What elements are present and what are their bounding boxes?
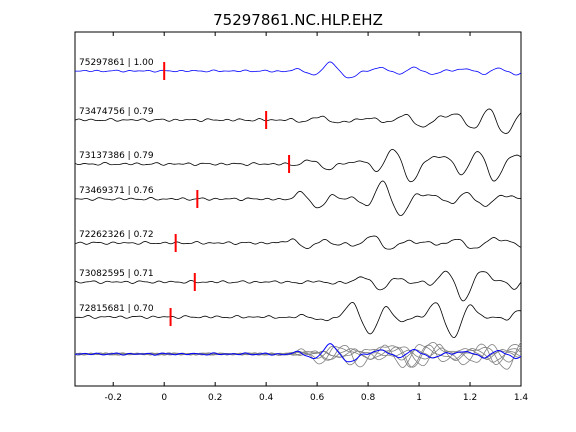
- x-tick-label: 1.2: [463, 393, 477, 403]
- trace-waveform: [74, 108, 522, 134]
- stack-trace-gray: [74, 344, 522, 363]
- trace-label: 72815681 | 0.70: [79, 304, 154, 314]
- x-tick-label: 1.4: [514, 393, 529, 403]
- trace-row: 73082595 | 0.71: [74, 269, 522, 302]
- overlay-stack: [74, 341, 522, 370]
- x-tick-label: -0.2: [104, 393, 122, 403]
- trace-waveform: [74, 270, 522, 302]
- trace-row: 73137386 | 0.79: [74, 148, 522, 183]
- x-tick-label: 0.6: [310, 393, 325, 403]
- x-tick-label: 0: [161, 393, 167, 403]
- x-axis: -0.2 0 0.2 0.4 0.6 0.8 1 1.2 1.4: [104, 32, 528, 403]
- trace-label: 75297861 | 1.00: [79, 58, 154, 68]
- trace-label: 73082595 | 0.71: [79, 269, 154, 279]
- trace-waveform: [74, 235, 522, 250]
- trace-row: 72815681 | 0.70: [74, 301, 522, 339]
- traces-layer: 75297861 | 1.00 73474756 | 0.79 73137386 |…: [74, 58, 522, 339]
- chart-title: 75297861.NC.HLP.EHZ: [213, 11, 383, 29]
- trace-label: 73469371 | 0.76: [79, 186, 154, 196]
- x-tick-label: 0.4: [259, 393, 274, 403]
- x-tick-label: 1: [416, 393, 422, 403]
- trace-waveform: [74, 180, 522, 217]
- trace-row: 73474756 | 0.79: [74, 107, 522, 134]
- x-tick-label: 0.8: [361, 393, 376, 403]
- trace-label: 72262326 | 0.72: [79, 230, 154, 240]
- trace-row: 73469371 | 0.76: [74, 180, 522, 217]
- plot-frame: [74, 31, 522, 387]
- trace-row: 72262326 | 0.72: [74, 230, 522, 252]
- trace-waveform: [74, 148, 522, 183]
- trace-waveform: [74, 301, 522, 339]
- x-tick-label: 0.2: [208, 393, 222, 403]
- trace-label: 73474756 | 0.79: [79, 107, 154, 117]
- stack-trace-reference: [74, 343, 522, 363]
- trace-label: 73137386 | 0.79: [79, 151, 154, 161]
- trace-waveform: [74, 61, 522, 79]
- trace-row: 75297861 | 1.00: [74, 58, 522, 80]
